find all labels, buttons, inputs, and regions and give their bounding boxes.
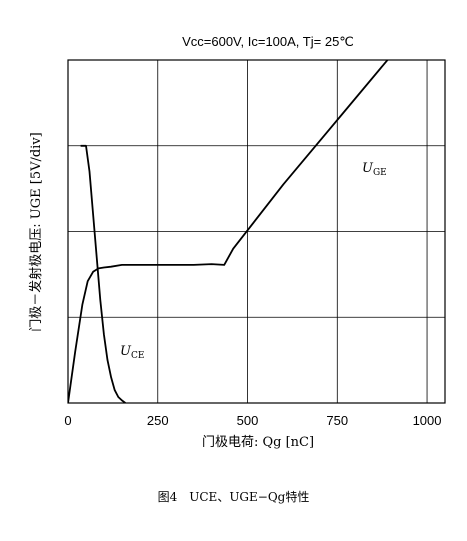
series-line-uce [80, 144, 126, 403]
x-tick-label: 0 [64, 413, 71, 428]
x-tick-label: 1000 [413, 413, 442, 428]
series-label-uce-sub: CE [131, 351, 144, 361]
plot-frame [67, 59, 446, 404]
chart-title: Vcc=600V, Ic=100A, Tj= 25℃ [182, 34, 354, 49]
series-layer [68, 60, 389, 403]
x-tick-label: 750 [326, 413, 348, 428]
y-axis-label: 门极－发射极电压: UGE [5V/div] [28, 132, 44, 331]
series-line-uge [68, 60, 389, 403]
x-tick-labels: 0 250 500 750 1000 [64, 413, 441, 428]
x-tick-label: 500 [237, 413, 259, 428]
grid [68, 60, 445, 403]
series-label-uce: UCE [120, 344, 144, 361]
x-tick-label: 250 [147, 413, 169, 428]
series-label-uge: UGE [362, 161, 387, 178]
x-axis-label: 门极电荷: Qg [nC] [202, 435, 314, 450]
series-label-uge-sub: GE [373, 168, 387, 178]
figure-caption: 图4 UCE、UGE−Qg特性 [157, 490, 310, 504]
